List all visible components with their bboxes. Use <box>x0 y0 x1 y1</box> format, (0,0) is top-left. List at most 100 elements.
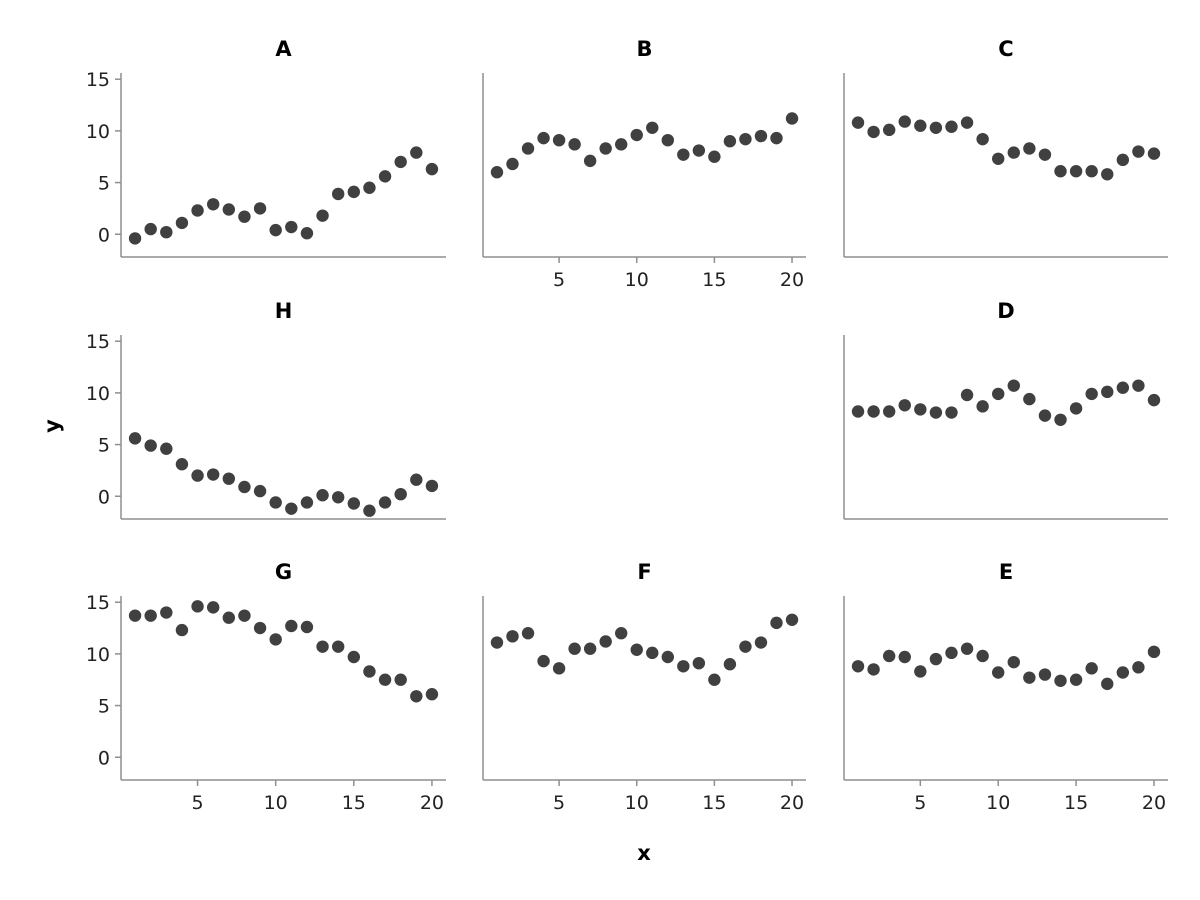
data-point <box>945 646 958 660</box>
data-point <box>506 630 519 643</box>
data-point <box>882 649 896 663</box>
y-tick-label: 5 <box>98 696 110 718</box>
y-axis-title: y <box>40 419 64 433</box>
data-point <box>316 640 329 653</box>
data-point <box>1069 673 1083 686</box>
x-tick-label: 5 <box>192 792 204 814</box>
y-tick-label: 15 <box>86 592 110 614</box>
data-point <box>785 613 799 626</box>
data-point <box>661 133 674 147</box>
data-point <box>331 491 345 504</box>
x-tick-label: 10 <box>625 792 649 814</box>
data-point <box>1132 661 1145 674</box>
data-point <box>739 640 752 653</box>
data-point <box>160 442 173 455</box>
data-point <box>191 204 204 217</box>
data-point <box>646 121 659 134</box>
data-point <box>692 144 706 157</box>
data-point <box>929 652 943 666</box>
data-point <box>1116 153 1130 167</box>
y-tick-label: 5 <box>98 435 110 457</box>
data-point <box>599 635 612 648</box>
data-point <box>206 198 220 211</box>
data-point <box>568 138 581 151</box>
data-point <box>253 621 267 635</box>
data-point <box>1054 674 1067 687</box>
panel-title-f: F <box>637 560 651 584</box>
data-point <box>175 623 189 637</box>
panel-title-e: E <box>999 560 1013 584</box>
data-point <box>992 387 1005 401</box>
y-tick-label: 10 <box>86 383 110 405</box>
x-tick-label: 10 <box>986 792 1010 814</box>
data-point <box>363 504 376 517</box>
data-point <box>238 480 251 494</box>
data-point <box>521 142 535 155</box>
data-point <box>708 150 721 163</box>
data-point <box>347 185 361 199</box>
data-point <box>191 600 204 613</box>
x-tick-label: 5 <box>553 792 565 814</box>
data-point <box>568 642 581 655</box>
data-point <box>537 131 550 145</box>
x-tick-label: 10 <box>264 792 288 814</box>
data-point <box>1069 165 1083 178</box>
data-point <box>615 138 628 151</box>
x-tick-label: 20 <box>420 792 444 814</box>
data-point <box>599 142 612 155</box>
data-point <box>160 606 173 619</box>
data-point <box>253 484 267 498</box>
data-point <box>914 119 927 132</box>
data-point <box>785 112 799 125</box>
data-point <box>1038 148 1052 161</box>
x-tick-label: 20 <box>1142 792 1166 814</box>
data-point <box>1116 666 1130 679</box>
x-tick-label: 15 <box>342 792 366 814</box>
data-point <box>960 642 974 655</box>
data-point <box>692 656 706 670</box>
data-point <box>144 439 157 452</box>
data-point <box>960 388 974 402</box>
x-tick-label: 5 <box>553 269 565 291</box>
data-point <box>1007 146 1020 159</box>
data-point <box>929 121 943 134</box>
data-point <box>175 216 189 230</box>
data-point <box>378 496 392 509</box>
data-point <box>708 673 721 686</box>
data-point <box>300 496 314 509</box>
data-point <box>490 636 504 649</box>
data-point <box>175 458 189 471</box>
data-point <box>851 405 865 418</box>
panel-title-d: D <box>997 299 1014 323</box>
data-point <box>960 116 974 129</box>
data-point <box>1038 409 1052 422</box>
data-point <box>914 665 927 678</box>
data-point <box>316 489 329 502</box>
data-point <box>331 640 345 653</box>
x-tick-label: 10 <box>625 269 649 291</box>
data-point <box>269 223 282 237</box>
data-point <box>144 222 157 236</box>
data-point <box>238 210 251 223</box>
data-point <box>630 643 643 656</box>
data-point <box>851 660 865 673</box>
data-point <box>945 120 958 133</box>
data-point <box>425 688 439 701</box>
data-point <box>222 472 236 485</box>
data-point <box>144 609 157 622</box>
data-point <box>976 649 989 663</box>
panel-h: H 0 5 10 15 <box>86 299 446 520</box>
data-point <box>882 405 896 418</box>
data-point <box>770 131 783 145</box>
data-point <box>1023 142 1036 155</box>
data-point <box>1023 671 1036 684</box>
data-point <box>206 601 220 614</box>
data-point <box>661 650 674 664</box>
data-point <box>1116 381 1130 394</box>
data-point <box>1069 402 1083 415</box>
data-point <box>410 146 423 159</box>
data-point <box>882 123 896 137</box>
y-tick-label: 0 <box>98 486 110 508</box>
panel-g: G 0 5 10 15 5 10 15 20 <box>86 560 446 814</box>
data-point <box>300 227 314 240</box>
